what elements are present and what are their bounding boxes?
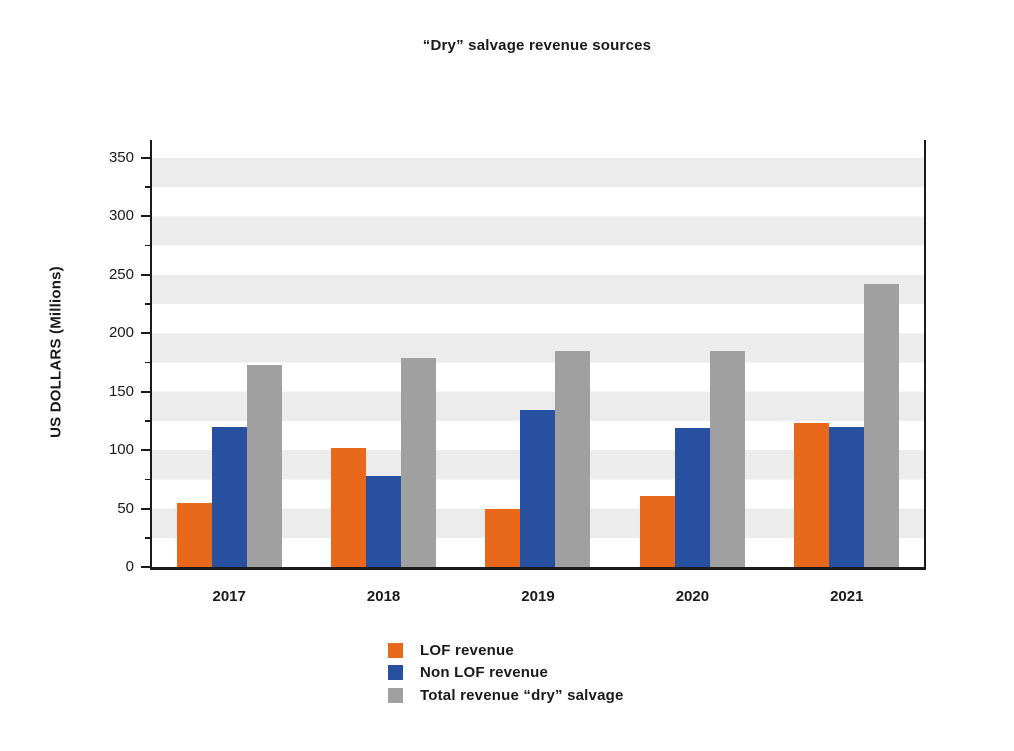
bar-non-lof-revenue (520, 410, 556, 567)
y-tick-label: 350 (108, 149, 134, 167)
y-tick-major (141, 273, 152, 276)
bar-group-2019 (461, 140, 615, 567)
y-tick-label: 100 (108, 441, 134, 459)
legend-item: LOF revenue (388, 639, 624, 662)
y-tick-minor (145, 303, 152, 305)
x-axis-label-2018: 2018 (366, 588, 401, 605)
bar-non-lof-revenue (674, 427, 710, 567)
y-tick-label: 200 (108, 324, 134, 342)
y-tick-major (141, 215, 152, 218)
bar-non-lof-revenue (829, 426, 865, 567)
y-tick-major (141, 507, 152, 510)
y-tick-label: 50 (117, 499, 134, 517)
y-tick-major (141, 332, 152, 335)
y-tick-major (141, 566, 152, 568)
bar-total-revenue-dry-salvage (401, 357, 437, 567)
legend-item: Total revenue “dry” salvage (388, 684, 624, 707)
legend-swatch-icon (388, 665, 403, 681)
y-tick-minor (145, 361, 152, 364)
bar-total-revenue-dry-salvage (864, 284, 900, 567)
bar-lof-revenue (794, 423, 830, 567)
y-tick-label: 250 (108, 265, 134, 283)
bar-group-2020 (615, 140, 769, 567)
bar-group-2018 (306, 140, 460, 567)
y-tick-minor (145, 186, 152, 188)
bar-group-2017 (152, 140, 306, 567)
x-axis-label-2021: 2021 (830, 588, 864, 605)
legend-label: Non LOF revenue (420, 664, 549, 682)
legend-label: Total revenue “dry” salvage (420, 686, 624, 704)
legend-swatch-icon (388, 642, 403, 658)
legend-item: Non LOF revenue (388, 662, 624, 685)
y-tick-major (141, 157, 152, 160)
plot-area: 0 50 100 150 200 250 300 350 2017 2018 2019 2020 20… (109, 140, 926, 605)
y-tick-major (141, 449, 152, 452)
chart-title: “Dry” salvage revenue sources (422, 37, 652, 54)
y-tick-minor (145, 244, 152, 247)
legend-swatch-icon (388, 687, 403, 703)
y-tick-minor (145, 537, 152, 539)
bar-group-2021 (770, 140, 924, 567)
bar-lof-revenue (331, 447, 367, 567)
y-tick-label: 0 (125, 558, 134, 575)
x-axis-label-2019: 2019 (521, 588, 555, 605)
legend-label: LOF revenue (420, 641, 514, 659)
y-tick-major (141, 390, 152, 393)
bar-total-revenue-dry-salvage (709, 350, 745, 567)
bar-lof-revenue (485, 508, 521, 567)
y-tick-label: 150 (108, 382, 134, 400)
y-axis-title: US DOLLARS (Millions) (47, 266, 65, 438)
bar-total-revenue-dry-salvage (555, 350, 591, 567)
bar-lof-revenue (176, 502, 212, 567)
bar-non-lof-revenue (366, 475, 402, 567)
y-tick-minor (145, 420, 152, 422)
bar-total-revenue-dry-salvage (246, 364, 282, 567)
x-axis-label-2020: 2020 (675, 588, 710, 605)
bar-lof-revenue (639, 495, 675, 567)
legend: LOF revenue Non LOF revenue Total revenue … (388, 639, 624, 707)
x-axis-label-2017: 2017 (212, 588, 246, 605)
bar-non-lof-revenue (211, 426, 247, 567)
y-tick-minor (145, 478, 152, 481)
y-tick-label: 300 (108, 207, 134, 225)
